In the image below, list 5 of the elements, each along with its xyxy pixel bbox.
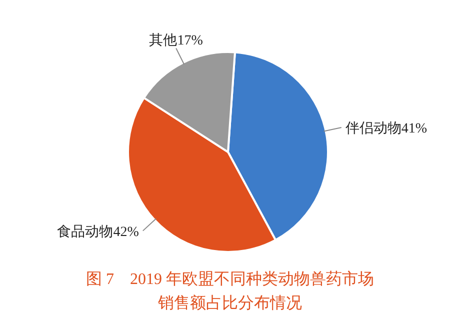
slice-label: 伴侣动物41% — [345, 120, 428, 136]
slice-label: 其他17% — [149, 32, 204, 48]
text: 图 7 2019 年欧盟不同种类动物兽药市场销售额占比分布情况 — [85, 270, 375, 314]
slice-label: 食品动物42% — [57, 224, 140, 240]
pie-slice — [227, 51, 329, 241]
